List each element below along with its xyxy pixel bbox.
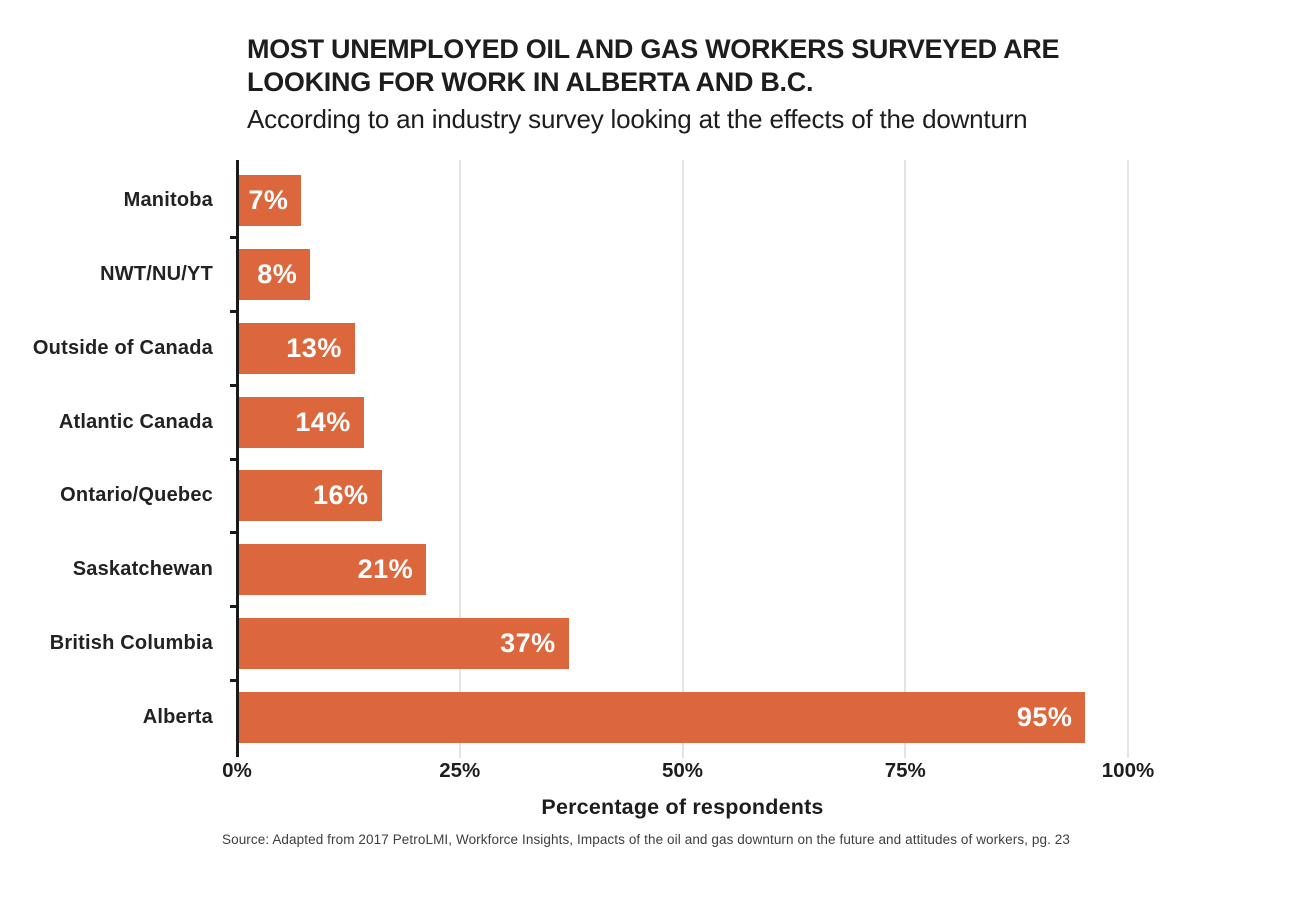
- bar-value-label: 95%: [1016, 702, 1073, 732]
- category-boundary-tick: [230, 236, 236, 239]
- bar-value-label: 13%: [286, 333, 342, 363]
- x-tick-label: 100%: [1101, 759, 1155, 782]
- bar-value-label: 37%: [500, 628, 556, 658]
- category-boundary-tick: [230, 531, 236, 534]
- bar: 21%: [239, 544, 427, 595]
- category-boundary-tick: [230, 605, 236, 608]
- bar-value-label: 14%: [295, 407, 351, 437]
- category-boundary-tick: [230, 458, 236, 461]
- x-tick-label: 75%: [884, 759, 926, 782]
- y-axis-line: [236, 160, 239, 757]
- category-label: Manitoba: [123, 189, 213, 211]
- chart-subtitle: According to an industry survey looking …: [247, 104, 1028, 134]
- x-axis-title: Percentage of respondents: [541, 795, 824, 819]
- category-label: NWT/NU/YT: [100, 263, 213, 285]
- source-attribution: Source: Adapted from 2017 PetroLMI, Work…: [221, 832, 1071, 847]
- x-tick-label: 25%: [439, 759, 481, 782]
- category-label: Alberta: [142, 706, 213, 728]
- gridline-25pct: [458, 160, 461, 758]
- bar-value-label: 8%: [257, 259, 298, 289]
- bar-value-label: 7%: [248, 185, 289, 215]
- bar: 8%: [239, 249, 311, 300]
- category-boundary-tick: [230, 384, 236, 387]
- bar: 16%: [239, 470, 382, 521]
- chart-title-line-1: MOST UNEMPLOYED OIL AND GAS WORKERS SURV…: [247, 34, 1060, 64]
- chart-title-line-2: LOOKING FOR WORK IN ALBERTA AND B.C.: [247, 67, 814, 97]
- category-label: Atlantic Canada: [58, 411, 213, 433]
- category-label: British Columbia: [49, 632, 213, 654]
- x-tick-label: 0%: [222, 759, 252, 782]
- bar: 13%: [239, 323, 355, 374]
- bar-value-label: 16%: [313, 480, 369, 510]
- x-tick-label: 50%: [661, 759, 704, 782]
- category-boundary-tick: [230, 310, 236, 313]
- bar: 37%: [239, 618, 569, 669]
- category-label: Saskatchewan: [72, 558, 213, 580]
- gridline-100pct: [1127, 160, 1129, 758]
- bar-value-label: 21%: [357, 554, 414, 584]
- category-label: Ontario/Quebec: [60, 484, 213, 506]
- bar: 14%: [239, 397, 364, 448]
- bar: 95%: [239, 692, 1086, 743]
- chart-header: MOST UNEMPLOYED OIL AND GAS WORKERS SURV…: [247, 33, 1227, 136]
- gridline-50pct: [681, 160, 684, 758]
- category-label: Outside of Canada: [32, 337, 213, 359]
- category-boundary-tick: [230, 679, 236, 682]
- gridline-75pct: [904, 160, 907, 758]
- bar: 7%: [239, 175, 302, 226]
